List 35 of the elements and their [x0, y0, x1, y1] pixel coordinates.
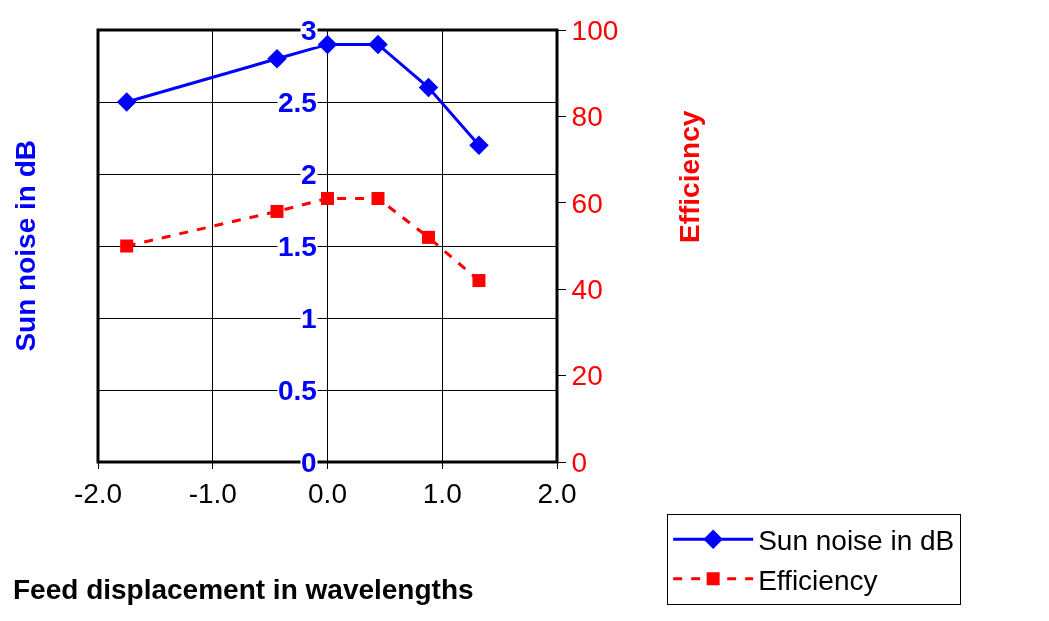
point — [317, 34, 338, 55]
y2-axis-title: Efficiency — [674, 110, 706, 243]
y-tick-label: 1.5 — [278, 231, 317, 262]
y2-tick-label: 100 — [571, 14, 619, 46]
y-tick-label: 1 — [301, 303, 317, 334]
point — [472, 274, 486, 288]
point — [120, 239, 134, 253]
x-axis-title: Feed displacement in wavelengths — [13, 574, 474, 605]
point — [270, 204, 284, 218]
y-tick-label: 0.5 — [278, 375, 317, 406]
x-tick-label: 0.0 — [308, 477, 347, 509]
point — [421, 230, 435, 244]
y2-tick-label: 40 — [571, 274, 603, 305]
y-tick-label: 2.5 — [278, 87, 317, 118]
y-tick-label: 2 — [301, 159, 317, 190]
point — [418, 77, 439, 98]
y2-tick-label: 0 — [571, 446, 588, 478]
legend-label: Sun noise in dB — [758, 525, 955, 557]
y2-tick-label: 20 — [571, 360, 603, 392]
y-tick-label: 3 — [301, 15, 317, 46]
point — [321, 191, 334, 205]
x-tick-label: 1.0 — [422, 477, 462, 509]
x-tick-label: -1.0 — [188, 477, 237, 509]
point — [116, 92, 137, 112]
point — [371, 191, 385, 205]
point — [267, 49, 287, 69]
y-tick-label: 0 — [301, 447, 317, 478]
x-tick-label: 2.0 — [537, 477, 577, 509]
y2-tick-label: 80 — [571, 101, 603, 133]
x-tick-label: -2.0 — [73, 477, 123, 509]
point — [469, 135, 489, 155]
y2-tick-label: 60 — [571, 187, 603, 219]
y-axis-title: Sun noise in dB — [9, 140, 41, 352]
legend-label: Efficiency — [758, 564, 878, 596]
point — [368, 34, 388, 55]
